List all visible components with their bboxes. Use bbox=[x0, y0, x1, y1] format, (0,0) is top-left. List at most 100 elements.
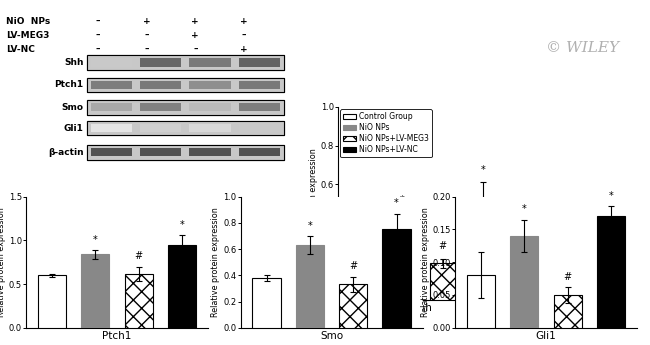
Text: #: # bbox=[564, 272, 572, 282]
FancyBboxPatch shape bbox=[86, 78, 284, 92]
Text: #: # bbox=[135, 251, 143, 261]
Text: *: * bbox=[394, 198, 399, 208]
Text: © WILEY: © WILEY bbox=[546, 41, 619, 56]
FancyBboxPatch shape bbox=[86, 121, 284, 136]
FancyBboxPatch shape bbox=[189, 148, 231, 156]
X-axis label: Shh: Shh bbox=[413, 303, 432, 313]
Text: +: + bbox=[240, 17, 248, 26]
FancyBboxPatch shape bbox=[235, 121, 284, 136]
Text: LV-MEG3: LV-MEG3 bbox=[6, 31, 50, 40]
Text: LV-NC: LV-NC bbox=[6, 45, 35, 54]
FancyBboxPatch shape bbox=[136, 121, 185, 136]
FancyBboxPatch shape bbox=[90, 81, 132, 89]
Text: –: – bbox=[96, 31, 100, 40]
X-axis label: Smo: Smo bbox=[320, 331, 343, 341]
FancyBboxPatch shape bbox=[136, 100, 185, 115]
FancyBboxPatch shape bbox=[86, 121, 136, 136]
FancyBboxPatch shape bbox=[239, 59, 280, 67]
FancyBboxPatch shape bbox=[239, 124, 280, 132]
Text: Smo: Smo bbox=[62, 103, 84, 112]
FancyBboxPatch shape bbox=[86, 100, 136, 115]
FancyBboxPatch shape bbox=[189, 104, 231, 111]
Bar bbox=[168, 245, 196, 328]
Text: Gli1: Gli1 bbox=[64, 124, 84, 132]
Y-axis label: Relative protein expression: Relative protein expression bbox=[421, 207, 430, 317]
Text: Ptch1: Ptch1 bbox=[55, 80, 84, 89]
Bar bbox=[554, 295, 582, 328]
Text: #: # bbox=[439, 241, 447, 251]
FancyBboxPatch shape bbox=[185, 145, 235, 159]
FancyBboxPatch shape bbox=[90, 124, 132, 132]
FancyBboxPatch shape bbox=[185, 55, 235, 70]
FancyBboxPatch shape bbox=[185, 78, 235, 92]
Text: *: * bbox=[307, 221, 312, 231]
Text: #: # bbox=[349, 262, 358, 272]
FancyBboxPatch shape bbox=[86, 100, 284, 115]
FancyBboxPatch shape bbox=[86, 145, 136, 159]
Bar bbox=[252, 278, 281, 328]
Bar bbox=[597, 216, 625, 328]
FancyBboxPatch shape bbox=[185, 121, 235, 136]
FancyBboxPatch shape bbox=[185, 100, 235, 115]
Text: +: + bbox=[192, 17, 199, 26]
FancyBboxPatch shape bbox=[90, 59, 132, 67]
Text: –: – bbox=[144, 31, 149, 40]
Text: β-actin: β-actin bbox=[48, 148, 84, 157]
Bar bbox=[389, 227, 415, 300]
Bar bbox=[81, 254, 109, 328]
Bar bbox=[470, 198, 496, 300]
Y-axis label: Relative protein expression: Relative protein expression bbox=[0, 207, 6, 317]
FancyBboxPatch shape bbox=[235, 55, 284, 70]
Text: *: * bbox=[179, 220, 185, 230]
FancyBboxPatch shape bbox=[189, 124, 231, 132]
Bar bbox=[339, 285, 367, 328]
Bar bbox=[349, 271, 375, 300]
Text: *: * bbox=[608, 191, 614, 201]
X-axis label: Ptch1: Ptch1 bbox=[102, 331, 132, 341]
FancyBboxPatch shape bbox=[140, 124, 181, 132]
FancyBboxPatch shape bbox=[239, 81, 280, 89]
Bar bbox=[38, 275, 66, 328]
Bar bbox=[125, 274, 153, 328]
FancyBboxPatch shape bbox=[140, 148, 181, 156]
Text: *: * bbox=[480, 165, 486, 175]
FancyBboxPatch shape bbox=[140, 81, 181, 89]
Text: +: + bbox=[143, 17, 150, 26]
FancyBboxPatch shape bbox=[90, 148, 132, 156]
Bar bbox=[382, 229, 411, 328]
Text: Shh: Shh bbox=[64, 58, 84, 67]
FancyBboxPatch shape bbox=[86, 145, 284, 159]
FancyBboxPatch shape bbox=[90, 104, 132, 111]
FancyBboxPatch shape bbox=[235, 100, 284, 115]
Text: –: – bbox=[96, 45, 100, 54]
Text: +: + bbox=[240, 45, 248, 54]
FancyBboxPatch shape bbox=[235, 78, 284, 92]
Y-axis label: Relative protein expression: Relative protein expression bbox=[211, 207, 220, 317]
FancyBboxPatch shape bbox=[136, 78, 185, 92]
Bar bbox=[430, 264, 456, 300]
FancyBboxPatch shape bbox=[189, 81, 231, 89]
Text: *: * bbox=[400, 196, 405, 206]
FancyBboxPatch shape bbox=[86, 55, 136, 70]
Text: *: * bbox=[93, 235, 98, 245]
FancyBboxPatch shape bbox=[136, 145, 185, 159]
Bar bbox=[510, 236, 538, 328]
FancyBboxPatch shape bbox=[86, 78, 136, 92]
Bar bbox=[467, 275, 495, 328]
FancyBboxPatch shape bbox=[189, 59, 231, 67]
Text: –: – bbox=[242, 31, 246, 40]
Text: *: * bbox=[522, 204, 526, 214]
FancyBboxPatch shape bbox=[140, 104, 181, 111]
Text: –: – bbox=[144, 45, 149, 54]
Y-axis label: Relative protein expression: Relative protein expression bbox=[309, 149, 318, 258]
Bar bbox=[296, 245, 324, 328]
FancyBboxPatch shape bbox=[136, 55, 185, 70]
Text: –: – bbox=[96, 17, 100, 26]
Text: +: + bbox=[192, 31, 199, 40]
FancyBboxPatch shape bbox=[86, 55, 284, 70]
Text: NiO  NPs: NiO NPs bbox=[6, 17, 51, 26]
FancyBboxPatch shape bbox=[239, 104, 280, 111]
FancyBboxPatch shape bbox=[140, 59, 181, 67]
FancyBboxPatch shape bbox=[239, 148, 280, 156]
X-axis label: Gli1: Gli1 bbox=[536, 331, 556, 341]
